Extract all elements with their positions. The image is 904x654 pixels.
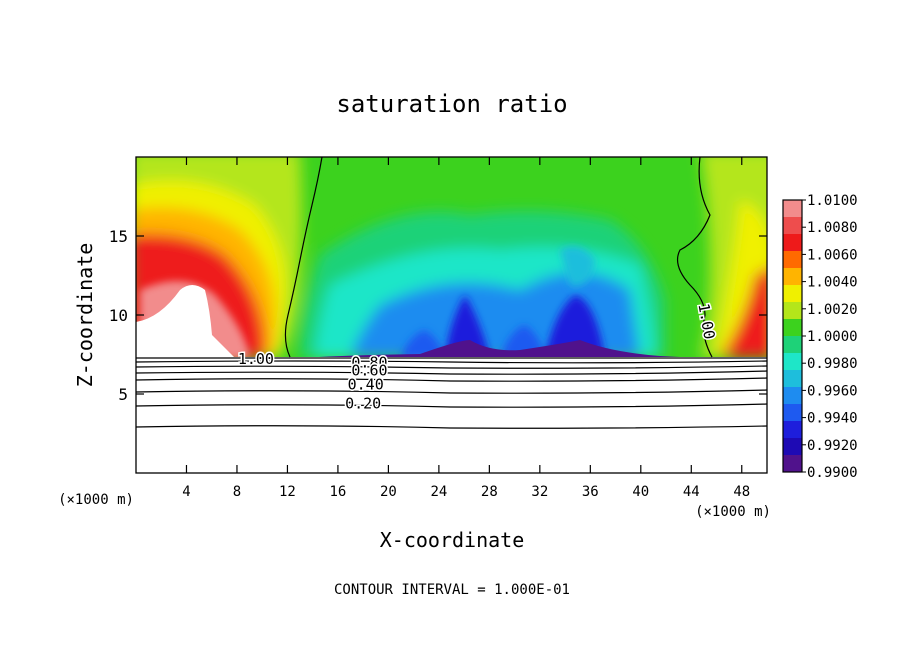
colorbar-swatch <box>783 455 802 473</box>
colorbar-swatch <box>783 217 802 235</box>
x-tick-label: 8 <box>233 484 241 500</box>
x-tick-label: 44 <box>683 484 700 500</box>
colorbar-swatch <box>783 285 802 303</box>
contour-horizontal-g <box>136 403 767 408</box>
plot-area: 1.00 0.800.600.400.201.00 <box>136 157 767 473</box>
x-tick-label: 48 <box>733 484 750 500</box>
colorbar: 1.0100 1.0080 1.0060 1.0040 1.0020 1.0000 0.99… <box>782 193 858 481</box>
colorbar-swatch <box>783 200 802 218</box>
colorbar-swatch <box>783 421 802 439</box>
colorbar-label: 0.9900 <box>807 465 858 481</box>
x-axis-ticks: 4 8 12 16 20 24 28 32 36 40 44 48 <box>182 157 750 500</box>
contour-1-00-left <box>284 157 323 358</box>
x-unit-left: (×1000 m) <box>58 492 134 508</box>
colorbar-swatch <box>783 387 802 405</box>
contour-label: 0.20 <box>345 394 381 412</box>
contour-horizontal-f <box>136 389 767 394</box>
field-deep-blue-a <box>445 295 490 358</box>
x-axis-label: X-coordinate <box>380 528 525 552</box>
contour-labels: 1.00 0.800.600.400.201.00 <box>236 300 720 414</box>
colorbar-swatch <box>783 438 802 456</box>
saturation-field <box>136 157 767 473</box>
x-tick-label: 28 <box>481 484 498 500</box>
colorbar-label: 0.9920 <box>807 438 858 454</box>
x-tick-label: 4 <box>182 484 190 500</box>
field-red-right <box>720 269 767 358</box>
colorbar-label: 0.9960 <box>807 383 858 399</box>
colorbar-swatch <box>783 234 802 252</box>
y-tick-label: 5 <box>118 385 128 404</box>
colorbar-label: 1.0060 <box>807 247 858 263</box>
x-tick-label: 36 <box>582 484 599 500</box>
contour-horizontal-e <box>136 377 767 382</box>
colorbar-label: 1.0080 <box>807 220 858 236</box>
field-lower-white <box>136 357 767 473</box>
contour-horizontal-d <box>136 370 767 375</box>
colorbar-label: 1.0000 <box>807 329 858 345</box>
colorbar-label: 1.0020 <box>807 302 858 318</box>
colorbar-swatch <box>783 319 802 337</box>
colorbar-label: 1.0040 <box>807 275 858 291</box>
field-white-gap-left <box>136 285 235 358</box>
x-tick-label: 16 <box>329 484 346 500</box>
colorbar-swatch <box>783 353 802 371</box>
y-tick-label: 15 <box>109 227 128 246</box>
contour-label: 0.80 <box>351 353 387 371</box>
x-tick-label: 40 <box>632 484 649 500</box>
colorbar-label: 0.9980 <box>807 356 858 372</box>
x-unit-right: (×1000 m) <box>695 504 771 520</box>
y-axis-label: Z-coordinate <box>73 243 97 388</box>
field-deep-blue-b <box>545 295 605 358</box>
contour-label: 0.40 <box>348 376 384 394</box>
contour-1-00-right <box>677 157 713 358</box>
contour-horizontal-h <box>136 425 767 429</box>
contour-interval-footer: CONTOUR INTERVAL = 1.000E-01 <box>334 582 570 598</box>
contour-horizontal-b <box>136 360 767 364</box>
contour-horizontal-c <box>136 365 767 369</box>
colorbar-swatch <box>783 370 802 388</box>
y-axis-ticks: 5 10 15 <box>109 227 767 404</box>
field-purple-base <box>300 340 700 358</box>
y-tick-label: 10 <box>109 306 128 325</box>
contour-label: 0.60 <box>351 361 387 379</box>
contour-label: 1.00 <box>238 350 274 368</box>
colorbar-label: 0.9940 <box>807 411 858 427</box>
colorbar-label: 1.0100 <box>807 193 858 209</box>
x-tick-label: 12 <box>279 484 296 500</box>
colorbar-swatch <box>783 302 802 320</box>
contour-lines <box>136 157 767 429</box>
x-tick-label: 24 <box>430 484 447 500</box>
colorbar-swatch <box>783 404 802 422</box>
x-tick-label: 32 <box>531 484 548 500</box>
field-bright-blue-spots <box>560 246 595 286</box>
colorbar-swatch <box>783 268 802 286</box>
colorbar-swatch <box>783 336 802 354</box>
chart-title: saturation ratio <box>336 90 567 118</box>
colorbar-swatch <box>783 251 802 269</box>
x-tick-label: 20 <box>380 484 397 500</box>
